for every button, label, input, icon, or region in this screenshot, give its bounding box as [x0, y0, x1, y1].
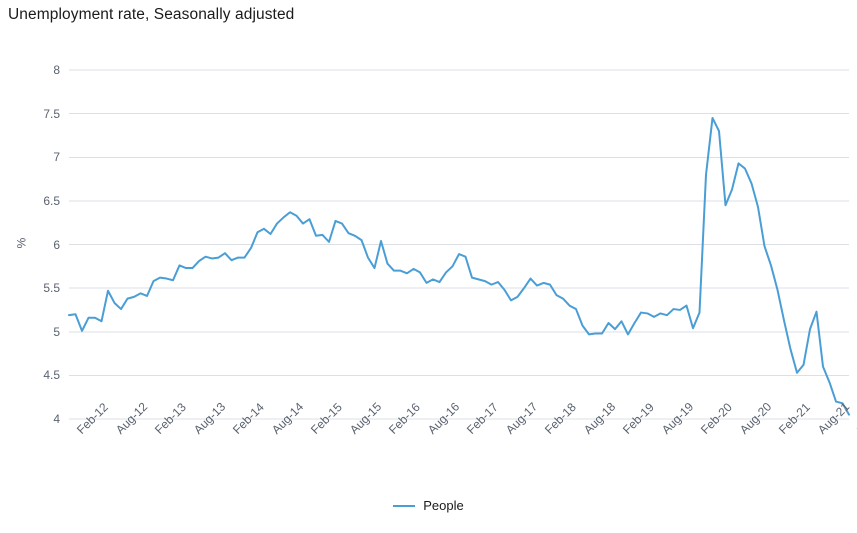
chart-title: Unemployment rate, Seasonally adjusted	[8, 6, 295, 23]
y-axis-tick: 7	[53, 150, 60, 165]
legend-line-swatch-people	[393, 504, 416, 507]
y-axis-tick: 6.5	[43, 193, 60, 208]
legend-label-people: People	[423, 498, 464, 513]
y-axis-tick: 5.5	[43, 281, 60, 296]
gridlines	[69, 69, 849, 420]
y-axis-tick: 6	[53, 237, 60, 252]
y-axis-tick: 7.5	[43, 106, 60, 121]
y-axis-tick: 8	[53, 63, 60, 77]
y-axis-tick: 4	[53, 412, 60, 426]
y-axis-tick: 4.5	[43, 368, 60, 383]
series-line-people	[68, 116, 850, 416]
y-axis-label: %	[14, 237, 29, 249]
y-axis-tick: 5	[53, 324, 60, 339]
chart-legend: People	[0, 498, 857, 513]
